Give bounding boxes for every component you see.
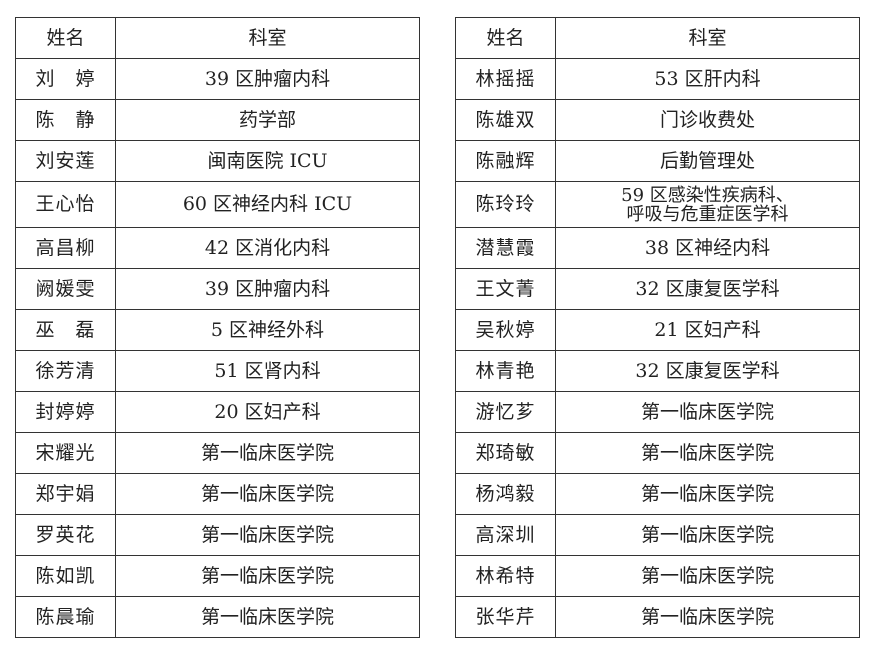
header-name: 姓名 (455, 17, 556, 59)
dept-line: 59 区感染性疾病科、 (621, 184, 794, 206)
dept-cell: 21 区妇产科 (555, 309, 860, 351)
dept-cell: 第一临床医学院 (555, 432, 860, 474)
dept-cell: 后勤管理处 (555, 140, 860, 182)
name-cell: 林青艳 (455, 350, 556, 392)
name-cell: 王心怡 (15, 181, 116, 228)
name-cell: 封婷婷 (15, 391, 116, 433)
dept-cell: 20 区妇产科 (115, 391, 420, 433)
dept-cell: 第一临床医学院 (115, 514, 420, 556)
header-name: 姓名 (15, 17, 116, 59)
table-row: 林希特 第一临床医学院 (455, 555, 860, 597)
name-cell: 杨鸿毅 (455, 473, 556, 515)
table-row: 吴秋婷 21 区妇产科 (455, 309, 860, 351)
table-row: 王心怡 60 区神经内科 ICU (15, 181, 420, 228)
dept-cell: 60 区神经内科 ICU (115, 181, 420, 228)
dept-cell: 第一临床医学院 (115, 555, 420, 597)
table-row: 陈晨瑜 第一临床医学院 (15, 596, 420, 638)
name-cell: 高昌柳 (15, 227, 116, 269)
dept-cell: 42 区消化内科 (115, 227, 420, 269)
name-cell: 郑琦敏 (455, 432, 556, 474)
name-cell: 游忆芗 (455, 391, 556, 433)
dept-line: 呼吸与危重症医学科 (626, 203, 789, 225)
name-cell: 刘 婷 (15, 58, 116, 100)
table-row: 封婷婷 20 区妇产科 (15, 391, 420, 433)
dept-cell: 第一临床医学院 (115, 432, 420, 474)
table-row: 林摇摇 53 区肝内科 (455, 58, 860, 100)
dept-cell: 38 区神经内科 (555, 227, 860, 269)
name-cell: 陈融辉 (455, 140, 556, 182)
dept-cell: 第一临床医学院 (555, 473, 860, 515)
table-row: 游忆芗 第一临床医学院 (455, 391, 860, 433)
name-cell: 张华芹 (455, 596, 556, 638)
header-dept: 科室 (115, 17, 420, 59)
table-row: 徐芳清 51 区肾内科 (15, 350, 420, 392)
name-cell: 陈玲玲 (455, 181, 556, 228)
dept-cell: 第一临床医学院 (555, 555, 860, 597)
table-row: 陈如凯 第一临床医学院 (15, 555, 420, 597)
name-cell: 林希特 (455, 555, 556, 597)
header-dept: 科室 (555, 17, 860, 59)
name-cell: 徐芳清 (15, 350, 116, 392)
dept-cell: 第一临床医学院 (555, 596, 860, 638)
header-row: 姓名 科室 (15, 17, 420, 59)
name-cell: 高深圳 (455, 514, 556, 556)
table-row: 陈雄双 门诊收费处 (455, 99, 860, 141)
table-row: 张华芹 第一临床医学院 (455, 596, 860, 638)
name-cell: 巫 磊 (15, 309, 116, 351)
name-cell: 阙媛雯 (15, 268, 116, 310)
name-cell: 罗英花 (15, 514, 116, 556)
dept-cell: 39 区肿瘤内科 (115, 268, 420, 310)
table-row: 刘 婷 39 区肿瘤内科 (15, 58, 420, 100)
staff-table-left: 姓名 科室 刘 婷 39 区肿瘤内科陈 静药学部 刘安莲 闽南医院 ICU 王心怡 60 … (15, 17, 420, 638)
dept-cell: 第一临床医学院 (555, 391, 860, 433)
dept-cell: 闽南医院 ICU (115, 140, 420, 182)
table-row: 陈 静药学部 (15, 99, 420, 141)
dept-cell: 32 区康复医学科 (555, 350, 860, 392)
name-cell: 林摇摇 (455, 58, 556, 100)
header-row: 姓名 科室 (455, 17, 860, 59)
dept-cell: 药学部 (115, 99, 420, 141)
dept-cell: 5 区神经外科 (115, 309, 420, 351)
table-row: 王文菁 32 区康复医学科 (455, 268, 860, 310)
table-row: 刘安莲 闽南医院 ICU (15, 140, 420, 182)
dept-cell: 第一临床医学院 (115, 473, 420, 515)
table-row: 林青艳 32 区康复医学科 (455, 350, 860, 392)
dept-cell: 第一临床医学院 (555, 514, 860, 556)
name-cell: 潜慧霞 (455, 227, 556, 269)
table-row: 高深圳 第一临床医学院 (455, 514, 860, 556)
name-cell: 刘安莲 (15, 140, 116, 182)
staff-table-right: 姓名 科室 林摇摇 53 区肝内科 陈雄双 门诊收费处 陈融辉 后勤管理处 陈玲玲 59 区感… (455, 17, 860, 638)
dept-cell: 51 区肾内科 (115, 350, 420, 392)
table-row: 罗英花 第一临床医学院 (15, 514, 420, 556)
name-cell: 陈如凯 (15, 555, 116, 597)
table-row: 杨鸿毅 第一临床医学院 (455, 473, 860, 515)
name-cell: 王文菁 (455, 268, 556, 310)
name-cell: 吴秋婷 (455, 309, 556, 351)
dept-cell: 32 区康复医学科 (555, 268, 860, 310)
dept-cell: 59 区感染性疾病科、 呼吸与危重症医学科 (555, 181, 860, 228)
dept-cell: 门诊收费处 (555, 99, 860, 141)
table-row: 郑宇娟 第一临床医学院 (15, 473, 420, 515)
name-cell: 陈 静 (15, 99, 116, 141)
table-row: 陈玲玲 59 区感染性疾病科、 呼吸与危重症医学科 (455, 181, 860, 228)
dept-cell: 53 区肝内科 (555, 58, 860, 100)
dept-cell: 39 区肿瘤内科 (115, 58, 420, 100)
table-row: 潜慧霞 38 区神经内科 (455, 227, 860, 269)
table-row: 高昌柳 42 区消化内科 (15, 227, 420, 269)
name-cell: 郑宇娟 (15, 473, 116, 515)
name-cell: 陈晨瑜 (15, 596, 116, 638)
dept-cell: 第一临床医学院 (115, 596, 420, 638)
name-cell: 陈雄双 (455, 99, 556, 141)
table-row: 宋耀光 第一临床医学院 (15, 432, 420, 474)
table-row: 陈融辉 后勤管理处 (455, 140, 860, 182)
table-row: 郑琦敏 第一临床医学院 (455, 432, 860, 474)
table-row: 阙媛雯 39 区肿瘤内科 (15, 268, 420, 310)
name-cell: 宋耀光 (15, 432, 116, 474)
